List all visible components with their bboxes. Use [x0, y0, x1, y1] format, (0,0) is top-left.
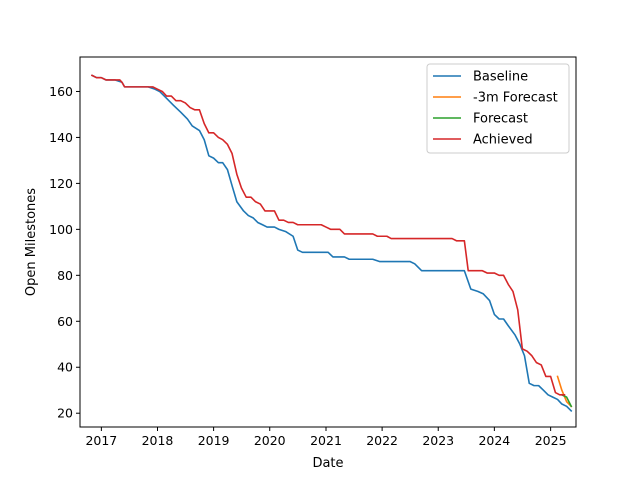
y-tick-label: 140: [49, 130, 73, 145]
x-axis: 2017 2018 2019 2020 2021 2022 2023 2024 2025: [85, 427, 567, 448]
series-line-baseline: [90, 74, 573, 413]
y-tick-label: 160: [49, 84, 73, 99]
legend-box: [426, 63, 570, 154]
y-tick-label: 60: [57, 314, 73, 329]
series-layer: [90, 74, 573, 413]
x-tick-label: 2018: [142, 433, 174, 448]
legend-entry-label: Baseline: [473, 70, 528, 85]
legend-entry-label: Achieved: [473, 133, 533, 148]
y-axis: 20 40 60 80 100 120 140 160: [49, 84, 80, 421]
x-tick-label: 2017: [85, 433, 117, 448]
x-tick-label: 2023: [422, 433, 454, 448]
y-tick-label: 20: [57, 406, 73, 421]
plot-area: [90, 74, 573, 413]
x-tick-label: 2021: [310, 433, 342, 448]
x-axis-label: Date: [312, 456, 343, 471]
series-line-achieved: [90, 74, 566, 396]
x-tick-label: 2019: [198, 433, 230, 448]
x-tick-label: 2025: [535, 433, 567, 448]
y-tick-label: 100: [49, 222, 73, 237]
legend-entry-label: Forecast: [473, 112, 528, 127]
x-tick-label: 2022: [366, 433, 398, 448]
legend-entry-label: -3m Forecast: [473, 91, 558, 106]
y-tick-label: 40: [57, 360, 73, 375]
axes-frame: [79, 56, 577, 428]
legend: Baseline -3m Forecast Forecast Achieved: [426, 63, 570, 154]
y-tick-label: 120: [49, 176, 73, 191]
y-tick-label: 80: [57, 268, 73, 283]
x-tick-label: 2020: [254, 433, 286, 448]
y-axis-label: Open Milestones: [24, 188, 39, 296]
x-tick-label: 2024: [478, 433, 510, 448]
